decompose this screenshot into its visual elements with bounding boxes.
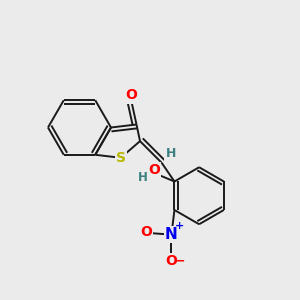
Text: H: H [165, 147, 176, 160]
Text: O: O [125, 88, 137, 102]
Text: O: O [148, 163, 160, 177]
Text: N: N [165, 227, 178, 242]
Text: O: O [166, 254, 177, 268]
Text: −: − [175, 254, 186, 267]
Text: H: H [138, 171, 148, 184]
Text: +: + [175, 220, 184, 231]
Text: S: S [116, 151, 126, 165]
Text: O: O [140, 226, 152, 239]
